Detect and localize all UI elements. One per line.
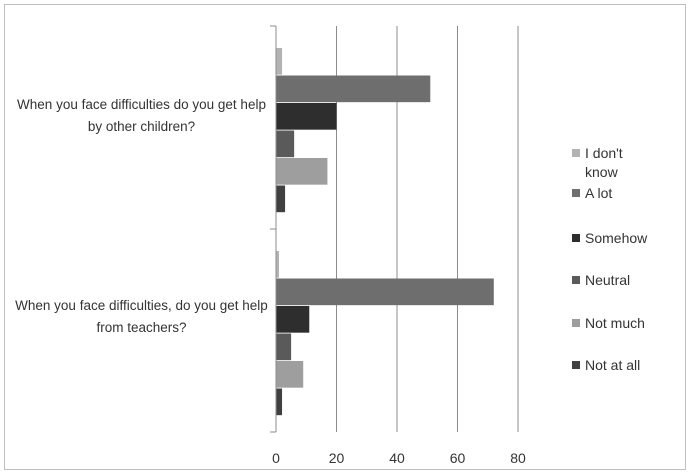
- legend-label: Somehow: [585, 230, 648, 246]
- legend-swatch: [572, 276, 580, 284]
- legend-label: A lot: [585, 185, 613, 201]
- category-label-teachers: When you face difficulties, do you get h…: [15, 298, 268, 335]
- legend-item-a-lot: A lot: [572, 184, 655, 203]
- bar-a-lot: [276, 278, 494, 306]
- legend-swatch: [572, 319, 580, 327]
- bar-somehow: [276, 306, 310, 333]
- legend-label: Neutral: [585, 272, 631, 288]
- bar-neutral: [276, 130, 295, 158]
- legend-swatch: [572, 234, 580, 242]
- x-tick-label: 0: [272, 450, 280, 466]
- category-label-children: When you face difficulties do you get he…: [17, 97, 266, 134]
- legend-swatch: [572, 189, 580, 197]
- bar-neutral: [276, 333, 292, 361]
- x-tick-label: 80: [510, 450, 526, 466]
- legend-label: Not at all: [585, 357, 641, 373]
- legend-label: I don't know: [585, 145, 623, 180]
- bar-not-at-all: [276, 388, 283, 416]
- x-axis-ticks: 0 20 40 60 80: [272, 450, 526, 466]
- bar-i-don-t-know: [276, 251, 280, 278]
- legend-swatch: [572, 361, 580, 369]
- x-tick-label: 40: [389, 450, 405, 466]
- bar-somehow: [276, 103, 337, 130]
- category-axis: [270, 25, 277, 433]
- legend-item-not-at-all: Not at all: [572, 356, 655, 375]
- bar-not-much: [276, 158, 328, 185]
- legend-swatch: [572, 149, 580, 157]
- bar-i-don-t-know: [276, 48, 283, 75]
- bars: [276, 48, 494, 416]
- legend-item-not-much: Not much: [572, 314, 655, 333]
- x-tick-label: 20: [329, 450, 345, 466]
- bar-a-lot: [276, 75, 431, 103]
- legend-item-somehow: Somehow: [572, 229, 655, 248]
- bar-not-much: [276, 361, 304, 388]
- legend-label: Not much: [585, 315, 645, 331]
- bar-not-at-all: [276, 185, 286, 213]
- x-tick-label: 60: [450, 450, 466, 466]
- legend-item-dont-know: I don't know: [572, 144, 655, 182]
- legend-item-neutral: Neutral: [572, 271, 655, 290]
